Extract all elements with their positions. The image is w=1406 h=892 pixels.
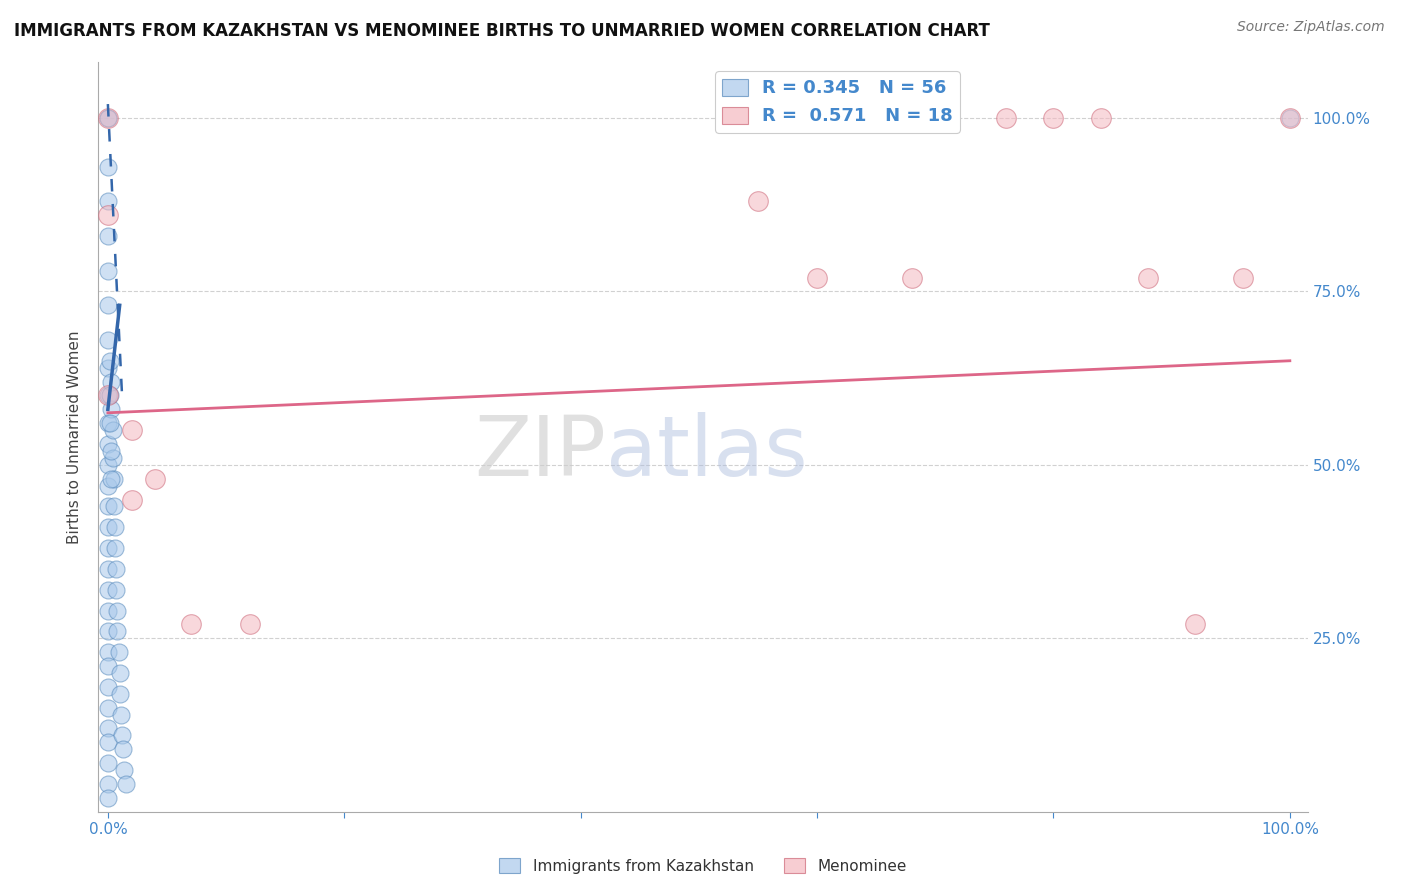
Point [97, 263, 120, 277]
Text: atlas: atlas [606, 411, 808, 492]
Point [97, 416, 120, 430]
Point [121, 423, 143, 437]
Point [105, 562, 128, 576]
Point [97, 298, 120, 312]
Point [747, 194, 769, 209]
Text: ZIP: ZIP [474, 411, 606, 492]
Point [180, 617, 202, 632]
Point [110, 707, 132, 722]
Point [995, 111, 1018, 125]
Point [100, 472, 122, 486]
Point [97, 735, 120, 749]
Point [1278, 111, 1301, 125]
Point [97, 160, 120, 174]
Point [108, 665, 131, 680]
Point [105, 603, 128, 617]
Point [97, 228, 120, 243]
Point [100, 375, 122, 389]
Legend: Immigrants from Kazakhstan, Menominee: Immigrants from Kazakhstan, Menominee [494, 852, 912, 880]
Point [97, 680, 120, 694]
Point [97, 111, 120, 125]
Point [97, 360, 120, 375]
Point [97, 756, 120, 771]
Point [97, 478, 120, 492]
Point [806, 270, 828, 285]
Point [97, 541, 120, 555]
Point [103, 472, 125, 486]
Point [97, 388, 120, 402]
Point [97, 562, 120, 576]
Point [100, 402, 122, 417]
Point [97, 603, 120, 617]
Point [97, 458, 120, 472]
Point [97, 624, 120, 639]
Point [97, 700, 120, 714]
Text: IMMIGRANTS FROM KAZAKHSTAN VS MENOMINEE BIRTHS TO UNMARRIED WOMEN CORRELATION CH: IMMIGRANTS FROM KAZAKHSTAN VS MENOMINEE … [14, 22, 990, 40]
Point [239, 617, 262, 632]
Point [97, 111, 120, 125]
Point [1042, 111, 1064, 125]
Point [112, 763, 135, 777]
Point [114, 777, 136, 791]
Point [97, 659, 120, 673]
Point [101, 450, 124, 465]
Point [97, 437, 120, 451]
Point [105, 582, 128, 597]
Point [121, 492, 143, 507]
Point [1232, 270, 1254, 285]
Point [97, 500, 120, 514]
Point [105, 624, 128, 639]
Point [1090, 111, 1112, 125]
Point [1137, 270, 1160, 285]
Point [108, 687, 131, 701]
Point [97, 645, 120, 659]
Point [100, 444, 122, 458]
Point [97, 790, 120, 805]
Point [104, 520, 127, 534]
Point [97, 111, 120, 125]
Point [103, 500, 125, 514]
Point [97, 388, 120, 402]
Point [97, 777, 120, 791]
Point [1184, 617, 1206, 632]
Point [112, 742, 135, 756]
Point [97, 520, 120, 534]
Point [101, 423, 124, 437]
Point [97, 194, 120, 209]
Point [143, 472, 166, 486]
Point [900, 270, 922, 285]
Point [98, 353, 121, 368]
Point [97, 582, 120, 597]
Point [97, 722, 120, 736]
Y-axis label: Births to Unmarried Women: Births to Unmarried Women [67, 330, 83, 544]
Point [1278, 111, 1301, 125]
Legend: R = 0.345   N = 56, R =  0.571   N = 18: R = 0.345 N = 56, R = 0.571 N = 18 [716, 71, 960, 133]
Text: Source: ZipAtlas.com: Source: ZipAtlas.com [1237, 20, 1385, 34]
Point [111, 728, 134, 742]
Point [97, 208, 120, 222]
Point [97, 333, 120, 347]
Point [98, 388, 121, 402]
Point [98, 416, 121, 430]
Point [107, 645, 129, 659]
Point [104, 541, 127, 555]
